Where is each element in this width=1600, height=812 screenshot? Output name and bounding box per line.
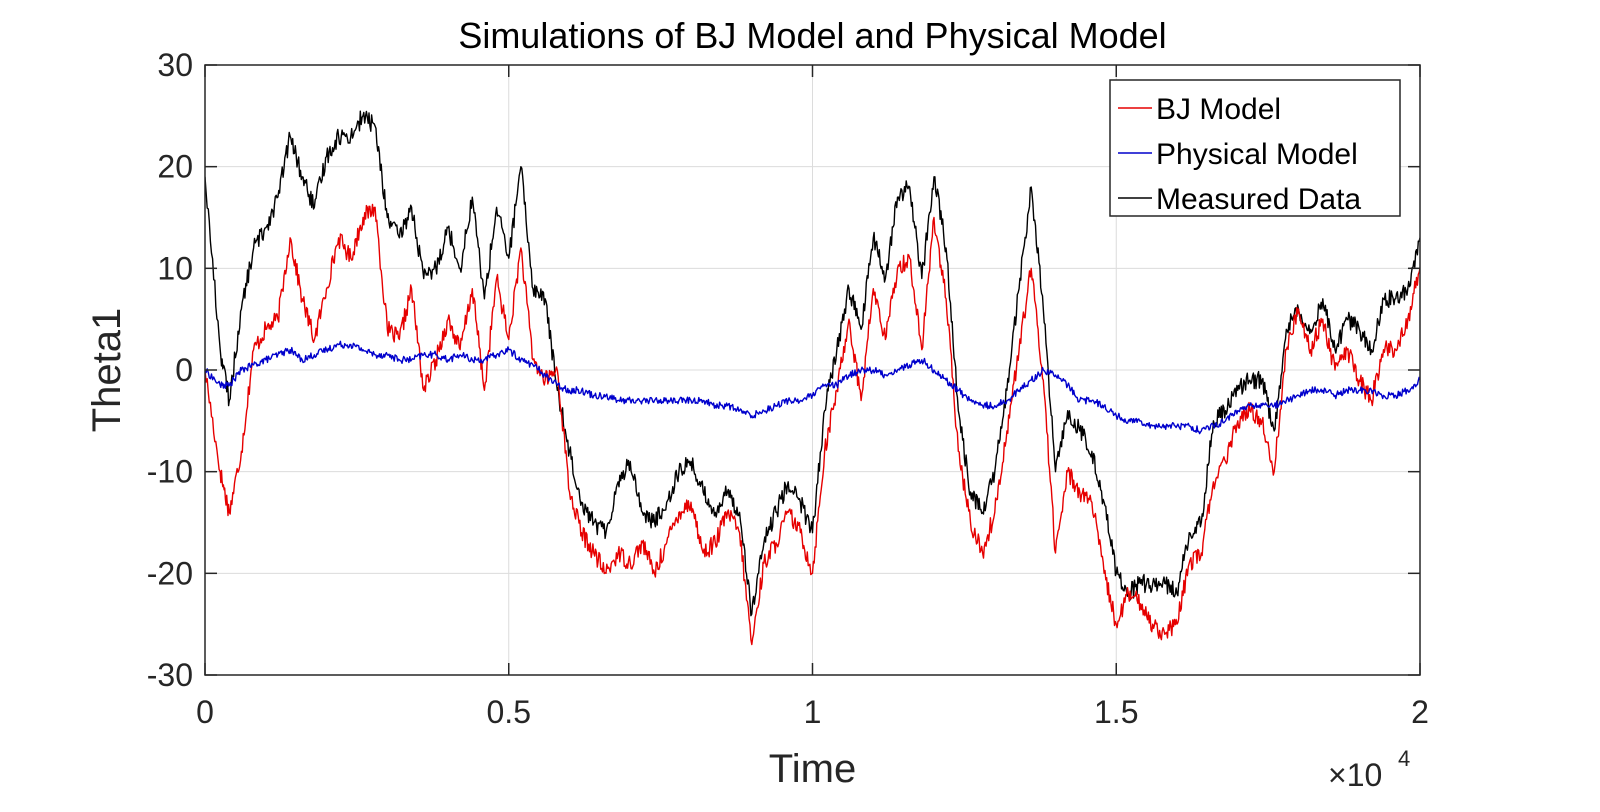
y-tick-label: -10 [147,454,193,490]
series-line-2 [205,110,1420,617]
y-tick-label: 0 [175,352,193,388]
legend: BJ Model Physical Model Measured Data [1109,79,1401,217]
x-tick-label: 0 [196,694,214,730]
y-tick-label: 10 [157,250,193,286]
x-axis-exponent: ×10 4 [1328,746,1410,793]
chart-title: Simulations of BJ Model and Physical Mod… [458,15,1166,56]
legend-label: Measured Data [1156,183,1361,216]
legend-label: BJ Model [1156,93,1281,126]
x-tick-label: 1 [804,694,822,730]
series-line-1 [205,340,1420,435]
series-line-0 [205,203,1420,646]
x-axis-label: Time [769,747,856,791]
x-tick-label: 2 [1411,694,1429,730]
y-tick-label: 30 [157,47,193,83]
y-axis-label: Theta1 [85,308,129,433]
y-tick-label: 20 [157,149,193,185]
x-exponent-base: ×10 [1328,757,1382,793]
x-exponent-power: 4 [1398,746,1410,771]
y-tick-label: -30 [147,657,193,693]
legend-box [1109,79,1401,217]
ticks: 0 0.5 1 1.5 2 -30 -20 -10 0 10 20 30 [147,47,1429,730]
x-tick-label: 1.5 [1094,694,1138,730]
plot-area [205,110,1420,646]
y-tick-label: -20 [147,555,193,591]
x-tick-label: 0.5 [487,694,531,730]
legend-label: Physical Model [1156,138,1358,171]
